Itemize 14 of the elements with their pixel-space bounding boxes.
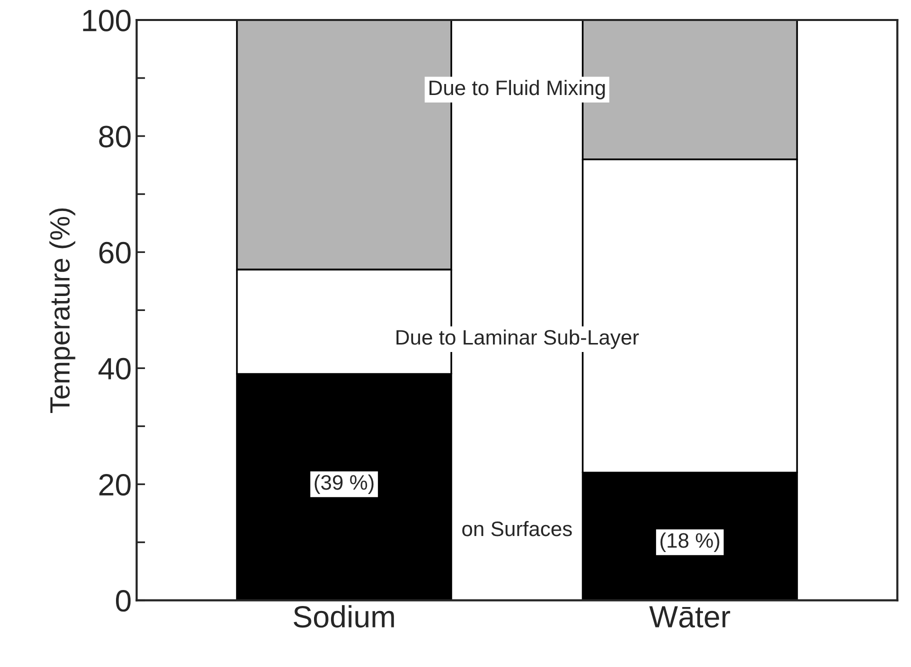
x-tick-label: Wāter bbox=[649, 606, 730, 628]
y-tick-label: 60 bbox=[99, 242, 131, 264]
annotation: Due to Fluid Mixing bbox=[430, 80, 605, 100]
y-axis-title: Temperature (%) bbox=[49, 208, 76, 413]
y-tick-label: 40 bbox=[98, 358, 131, 380]
x-tick-label: Sodium bbox=[294, 605, 394, 628]
annotation: (18 %) bbox=[660, 532, 720, 552]
annotation: Due to Laminar Sub-Layer bbox=[396, 329, 639, 349]
y-tick-label: 80 bbox=[99, 126, 131, 148]
annotation: on Surfaces bbox=[462, 520, 572, 536]
y-tick-label: 100 bbox=[83, 10, 131, 32]
annotation: (39 %) bbox=[314, 474, 374, 494]
y-tick-label: 0 bbox=[116, 590, 131, 612]
y-tick-label: 20 bbox=[99, 474, 131, 496]
